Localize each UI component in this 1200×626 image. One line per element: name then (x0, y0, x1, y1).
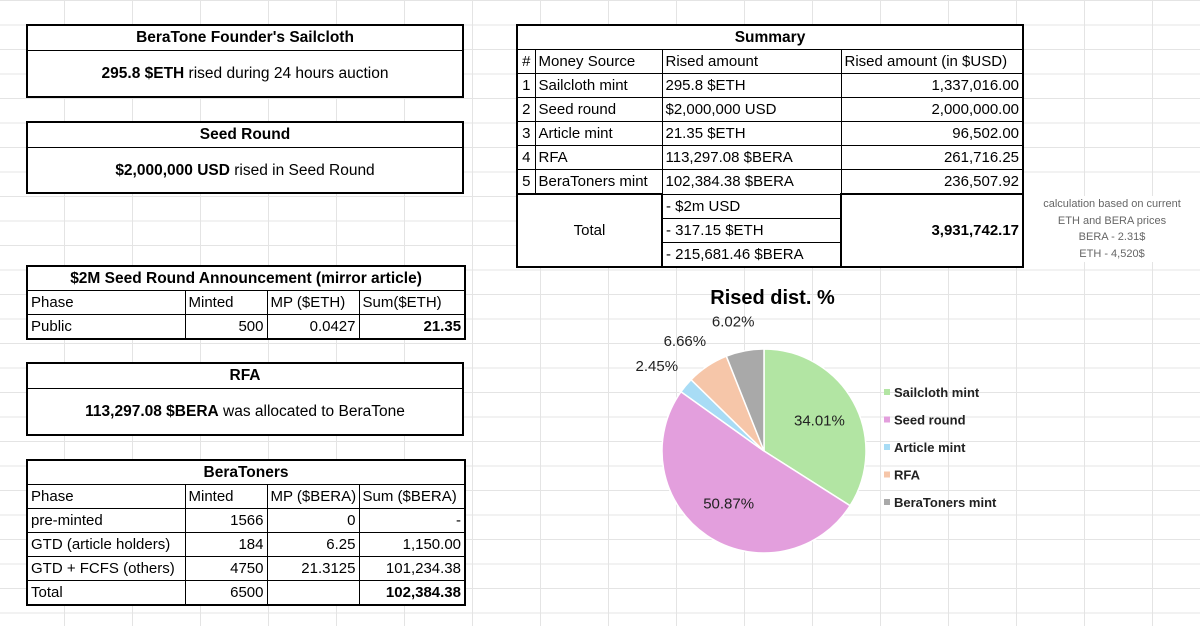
cell: 96,502.00 (840, 121, 1024, 146)
beratoners-table: BeraToners Phase Minted MP ($BERA) Sum (… (26, 459, 466, 606)
mirror-cell-phase: Public (26, 314, 186, 340)
pie-slice-beratoners-mint (725, 348, 765, 452)
legend-swatch-article-mint (884, 444, 890, 450)
chart-title: Rised dist. % (710, 287, 835, 309)
price-note-line: ETH and BERA prices (1057, 214, 1167, 227)
mirror-cell-sum: 21.35 (358, 314, 466, 340)
beratoners-header-mp: MP ($BERA) (266, 484, 360, 509)
rfa-desc: was allocated to BeraTone (218, 403, 405, 420)
sailcloth-body: 295.8 $ETH rised during 24 hours auction (28, 51, 462, 97)
legend-swatch-seed-round (884, 416, 890, 423)
mirror-cell-mp: 0.0427 (266, 314, 360, 340)
table-row: GTD (article holders) 184 6.25 1,150.00 (26, 532, 466, 557)
pie-label-beratoners-mint: 6.02% (712, 313, 755, 330)
cell: 102,384.38 (358, 580, 466, 606)
legend-label-article-mint: Article mint (894, 440, 966, 455)
pie-label-seed-round: 50.87% (703, 495, 754, 512)
pie-label-article-mint: 2.45% (636, 358, 679, 375)
table-row: Public 500 0.0427 21.35 (26, 314, 466, 340)
cell: 4750 (184, 556, 268, 581)
sailcloth-amount: 295.8 $ETH (101, 65, 185, 82)
mirror-table: $2M Seed Round Announcement (mirror arti… (26, 265, 467, 340)
legend-swatch-beratoners-mint (884, 499, 890, 505)
summary-header-source: Money Source (534, 49, 663, 74)
price-note-line: calculation based on current (1043, 198, 1181, 210)
cell: $2,000,000 USD (661, 97, 842, 122)
price-note: calculation based on current ETH and BER… (1024, 196, 1200, 262)
summary-table: Summary # Money Source Rised amount Rise… (516, 24, 1025, 268)
table-row: 5 BeraToners mint 102,384.38 $BERA 236,5… (516, 169, 1024, 195)
cell: 1,150.00 (358, 532, 466, 557)
seed-title: Seed Round (28, 123, 462, 148)
seed-desc: rised in Seed Round (229, 162, 375, 179)
cell: 21.3125 (266, 556, 360, 581)
beratoners-header-sum: Sum ($BERA) (358, 484, 466, 509)
table-row: 2 Seed round $2,000,000 USD 2,000,000.00 (516, 97, 1024, 122)
cell: GTD + FCFS (others) (26, 556, 186, 581)
summary-title: Summary (516, 24, 1024, 50)
price-note-line: BERA - 2.31$ (1078, 231, 1146, 243)
beratoners-title: BeraToners (26, 459, 466, 485)
sailcloth-box: BeraTone Founder's Sailcloth 295.8 $ETH … (26, 24, 464, 98)
summary-total-label: Total (516, 193, 663, 268)
cell (266, 580, 360, 606)
table-row: 3 Article mint 21.35 $ETH 96,502.00 (516, 121, 1024, 146)
legend-label-beratoners-mint: BeraToners mint (894, 495, 997, 510)
cell: 101,234.38 (358, 556, 466, 581)
cell: Total (26, 580, 186, 606)
summary-total-usd: 3,931,742.17 (839, 193, 1025, 268)
rfa-amount: 113,297.08 $BERA (85, 403, 219, 420)
seed-box: Seed Round $2,000,000 USD rised in Seed … (26, 121, 464, 194)
legend-label-seed-round: Seed round (894, 413, 966, 428)
summary-total-line: - 215,681.46 $BERA (661, 241, 842, 267)
summary-total-row: Total - $2m USD 3,931,742.17 (516, 193, 1025, 268)
price-note-line: ETH - 4,520$ (1079, 247, 1145, 260)
table-row: 4 RFA 113,297.08 $BERA 261,716.25 (516, 145, 1024, 170)
rfa-body: 113,297.08 $BERA was allocated to BeraTo… (28, 389, 462, 435)
legend-label-sailcloth-mint: Sailcloth mint (894, 385, 980, 400)
cell: 1566 (184, 508, 268, 533)
summary-header-usd: Rised amount (in $USD) (840, 49, 1024, 74)
cell: 6.25 (266, 532, 360, 557)
legend-label-rfa: RFA (894, 468, 921, 483)
seed-amount: $2,000,000 USD (115, 162, 230, 179)
cell: 102,384.38 $BERA (661, 169, 842, 195)
mirror-header-mp: MP ($ETH) (266, 290, 360, 315)
pie-label-sailcloth-mint: 34.01% (794, 413, 845, 430)
seed-body: $2,000,000 USD rised in Seed Round (28, 148, 462, 194)
rfa-box: RFA 113,297.08 $BERA was allocated to Be… (26, 362, 464, 436)
cell: 261,716.25 (840, 145, 1024, 170)
mirror-header-minted: Minted (184, 290, 268, 315)
cell: Seed round (534, 97, 663, 122)
mirror-header-phase: Phase (26, 290, 186, 315)
cell: BeraToners mint (534, 169, 663, 195)
sailcloth-title: BeraTone Founder's Sailcloth (28, 26, 462, 51)
mirror-header-sum: Sum($ETH) (358, 290, 466, 315)
pie-label-rfa: 6.66% (664, 333, 707, 350)
cell: 184 (184, 532, 268, 557)
pie-slice-seed-round (661, 390, 852, 554)
sailcloth-desc: rised during 24 hours auction (184, 65, 389, 82)
cell: Sailcloth mint (534, 73, 663, 98)
summary-header-amount: Rised amount (661, 49, 842, 74)
table-row: pre-minted 1566 0 - (26, 508, 466, 533)
cell: Article mint (534, 121, 663, 146)
cell: RFA (534, 145, 663, 170)
cell: 295.8 $ETH (661, 73, 842, 98)
table-row: Total 6500 102,384.38 (26, 580, 466, 606)
table-row: GTD + FCFS (others) 4750 21.3125 101,234… (26, 556, 466, 581)
summary-total-line: - 317.15 $ETH (661, 217, 842, 243)
legend-swatch-rfa (884, 471, 890, 478)
legend-swatch-sailcloth-mint (884, 389, 890, 395)
rfa-title: RFA (28, 364, 462, 389)
beratoners-header-phase: Phase (26, 484, 186, 509)
